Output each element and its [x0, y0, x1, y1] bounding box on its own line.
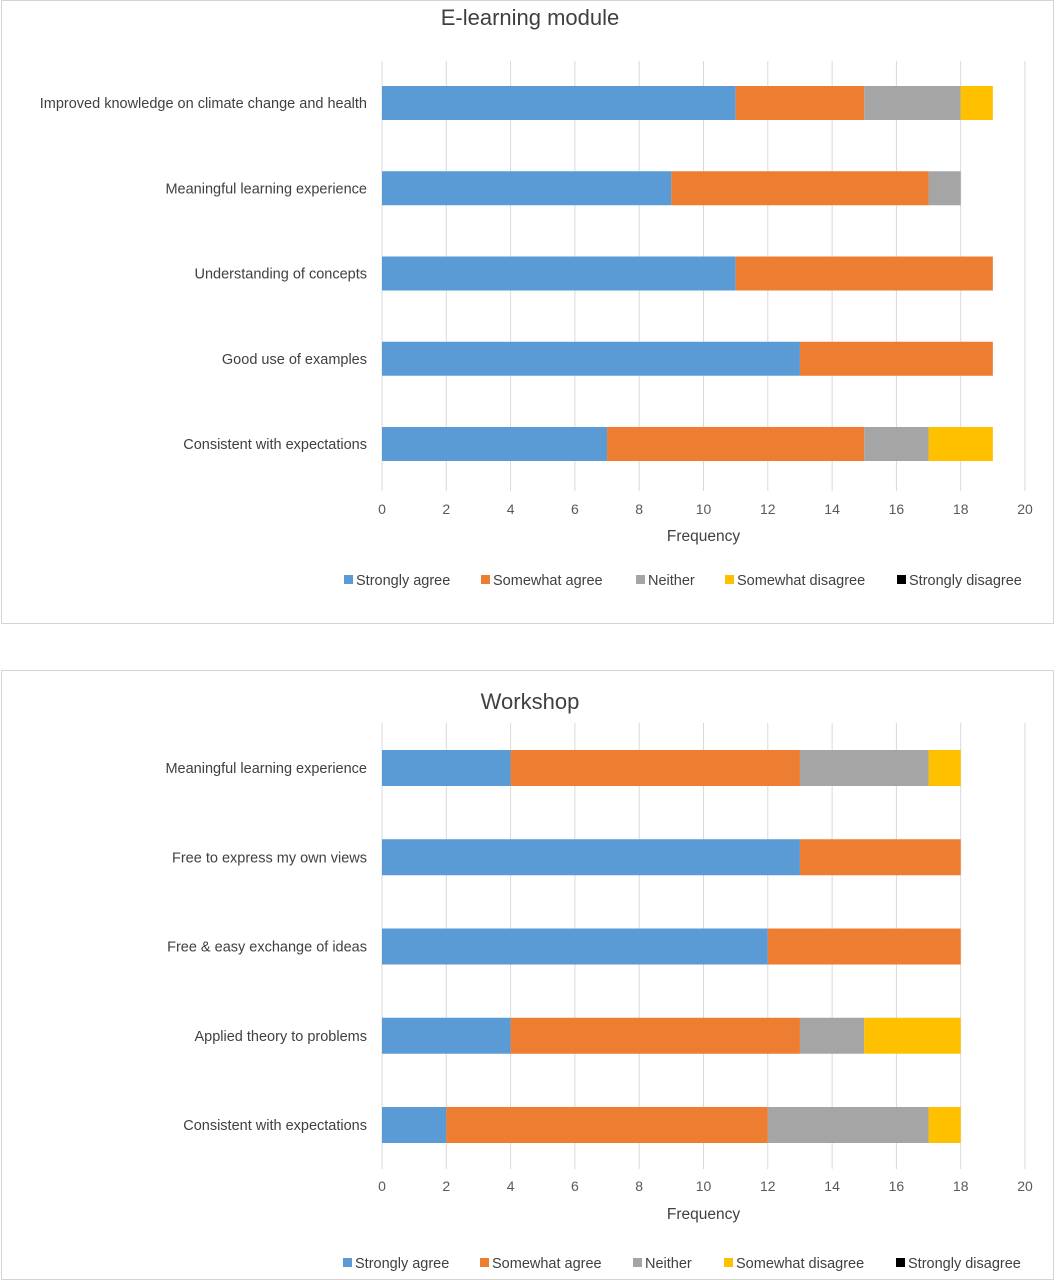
- x-tick-label: 10: [696, 1178, 712, 1194]
- x-tick-label: 0: [378, 1178, 386, 1194]
- legend-label-neither: Neither: [645, 1256, 692, 1272]
- bar-strongly-agree: [382, 171, 672, 206]
- category-label: Consistent with expectations: [183, 437, 367, 453]
- x-tick-label: 20: [1017, 501, 1033, 517]
- category-label: Understanding of concepts: [195, 267, 368, 283]
- legend-swatch-somewhat-agree: [481, 575, 490, 584]
- bar-somewhat-agree: [607, 427, 865, 461]
- x-tick-label: 20: [1017, 1178, 1033, 1194]
- legend-label-somewhat-disagree: Somewhat disagree: [736, 1256, 864, 1272]
- bar-strongly-agree: [382, 427, 608, 461]
- x-tick-label: 18: [953, 1178, 969, 1194]
- category-label: Free & easy exchange of ideas: [167, 940, 367, 956]
- bar-somewhat-disagree: [960, 86, 993, 120]
- bar-somewhat-agree: [799, 341, 993, 376]
- bar-strongly-agree: [382, 839, 800, 876]
- bar-somewhat-agree: [446, 1107, 768, 1143]
- x-tick-label: 16: [889, 1178, 905, 1194]
- category-label: Meaningful learning experience: [165, 181, 367, 197]
- bar-somewhat-agree: [510, 1017, 800, 1054]
- bar-neither: [799, 1017, 865, 1054]
- x-tick-label: 6: [571, 1178, 579, 1194]
- legend-label-strongly-disagree: Strongly disagree: [909, 573, 1022, 589]
- bar-strongly-agree: [382, 1107, 447, 1143]
- bar-strongly-agree: [382, 928, 768, 965]
- legend-label-strongly-disagree: Strongly disagree: [908, 1256, 1021, 1272]
- x-tick-label: 18: [953, 501, 969, 517]
- x-tick-label: 2: [442, 1178, 450, 1194]
- bar-strongly-agree: [382, 750, 511, 786]
- x-axis-title: Frequency: [667, 1206, 740, 1223]
- bar-somewhat-agree: [510, 750, 800, 786]
- category-label: Good use of examples: [222, 352, 367, 368]
- category-label: Meaningful learning experience: [165, 761, 367, 777]
- x-tick-label: 6: [571, 501, 579, 517]
- legend-swatch-somewhat-disagree: [725, 575, 734, 584]
- legend-swatch-strongly-agree: [344, 575, 353, 584]
- x-tick-label: 16: [889, 501, 905, 517]
- x-tick-label: 4: [507, 1178, 515, 1194]
- x-tick-label: 0: [378, 501, 386, 517]
- bar-somewhat-agree: [767, 928, 961, 965]
- legend-swatch-neither: [636, 575, 645, 584]
- bar-strongly-agree: [382, 1017, 511, 1054]
- category-label: Applied theory to problems: [195, 1029, 368, 1045]
- chart-title: Workshop: [481, 689, 580, 714]
- legend-label-neither: Neither: [648, 573, 695, 589]
- bar-strongly-agree: [382, 341, 800, 376]
- legend-swatch-neither: [633, 1258, 642, 1267]
- x-axis-title: Frequency: [667, 528, 740, 545]
- legend-label-somewhat-disagree: Somewhat disagree: [737, 573, 865, 589]
- category-label: Consistent with expectations: [183, 1118, 367, 1134]
- bar-neither: [928, 171, 961, 206]
- bar-neither: [799, 750, 929, 786]
- legend-label-strongly-agree: Strongly agree: [356, 573, 450, 589]
- x-tick-label: 2: [442, 501, 450, 517]
- chart-workshop: Workshop 0 2 4 6 8 10 12 14 16 18 20 Frequency Meanin…: [165, 689, 1033, 1272]
- legend-swatch-somewhat-disagree: [724, 1258, 733, 1267]
- bar-neither: [864, 86, 961, 120]
- bar-somewhat-agree: [735, 86, 865, 120]
- chart-panel-workshop: Workshop 0 2 4 6 8 10 12 14 16 18 20 Frequency Meanin…: [1, 670, 1054, 1280]
- bar-somewhat-agree: [735, 256, 993, 291]
- x-tick-label: 8: [635, 1178, 643, 1194]
- legend-swatch-somewhat-agree: [480, 1258, 489, 1267]
- legend-label-somewhat-agree: Somewhat agree: [493, 573, 603, 589]
- legend-swatch-strongly-agree: [343, 1258, 352, 1267]
- bar-neither: [864, 427, 929, 461]
- x-tick-label: 14: [824, 1178, 840, 1194]
- category-label: Free to express my own views: [172, 850, 367, 866]
- x-tick-label: 14: [824, 501, 840, 517]
- category-label: Improved knowledge on climate change and…: [40, 96, 367, 112]
- bar-strongly-agree: [382, 256, 736, 291]
- chart-panel-elearning: E-learning module 0 2 4 6 8 10 12 14 16 18 20 Freque…: [1, 0, 1054, 624]
- bar-neither: [767, 1107, 929, 1143]
- x-tick-label: 8: [635, 501, 643, 517]
- bar-strongly-agree: [382, 86, 736, 120]
- legend-swatch-strongly-disagree: [897, 575, 906, 584]
- x-tick-label: 12: [760, 501, 776, 517]
- legend-swatch-strongly-disagree: [896, 1258, 905, 1267]
- x-tick-label: 4: [507, 501, 515, 517]
- legend-label-strongly-agree: Strongly agree: [355, 1256, 449, 1272]
- bar-somewhat-disagree: [864, 1017, 961, 1054]
- legend-label-somewhat-agree: Somewhat agree: [492, 1256, 602, 1272]
- bar-somewhat-agree: [671, 171, 929, 206]
- x-tick-label: 12: [760, 1178, 776, 1194]
- x-tick-label: 10: [696, 501, 712, 517]
- bar-somewhat-agree: [799, 839, 961, 876]
- bar-somewhat-disagree: [928, 427, 993, 461]
- bar-somewhat-disagree: [928, 750, 961, 786]
- chart-elearning: E-learning module 0 2 4 6 8 10 12 14 16 18 20 Freque…: [40, 5, 1033, 589]
- chart-title: E-learning module: [441, 5, 620, 30]
- bar-somewhat-disagree: [928, 1107, 961, 1143]
